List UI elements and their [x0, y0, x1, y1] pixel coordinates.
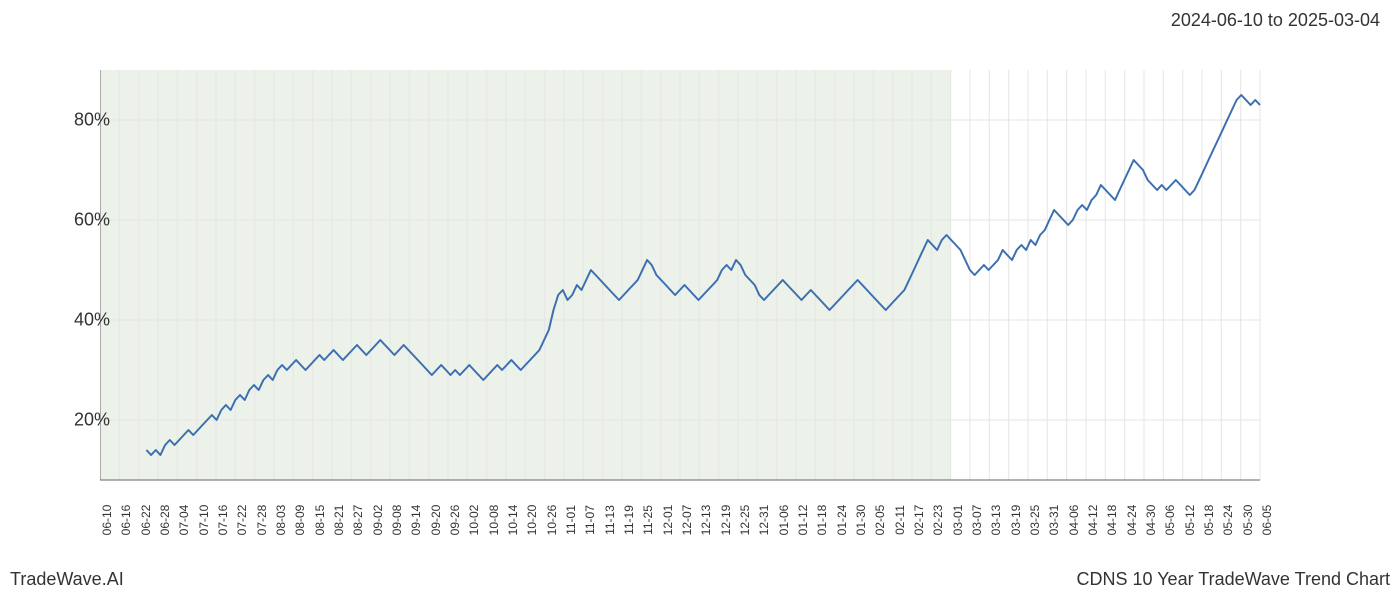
x-tick-label: 03-07: [970, 505, 984, 536]
x-tick-label: 07-22: [235, 505, 249, 536]
footer-chart-title: CDNS 10 Year TradeWave Trend Chart: [1077, 569, 1391, 590]
x-tick-label: 02-11: [893, 505, 907, 535]
x-tick-label: 05-12: [1183, 505, 1197, 536]
x-tick-label: 08-09: [293, 505, 307, 536]
x-tick-label: 07-04: [177, 505, 191, 536]
x-tick-label: 02-23: [931, 505, 945, 536]
x-tick-label: 06-22: [139, 505, 153, 536]
x-tick-label: 11-25: [641, 505, 655, 535]
y-tick-label: 60%: [30, 210, 110, 231]
x-tick-label: 08-15: [313, 505, 327, 536]
x-tick-label: 11-19: [622, 505, 636, 535]
y-tick-label: 80%: [30, 110, 110, 131]
x-tick-label: 09-02: [371, 505, 385, 536]
x-tick-label: 03-13: [989, 505, 1003, 536]
x-tick-label: 12-01: [661, 505, 675, 536]
x-tick-label: 10-02: [467, 505, 481, 536]
x-tick-label: 04-12: [1086, 505, 1100, 536]
x-tick-label: 09-08: [390, 505, 404, 536]
x-tick-label: 03-25: [1028, 505, 1042, 536]
x-tick-label: 07-10: [197, 505, 211, 536]
y-tick-label: 20%: [30, 410, 110, 431]
x-tick-label: 07-16: [216, 505, 230, 536]
x-tick-label: 03-31: [1047, 505, 1061, 536]
trend-chart: [100, 50, 1380, 500]
x-tick-label: 04-18: [1105, 505, 1119, 536]
x-tick-label: 01-18: [815, 505, 829, 536]
x-tick-label: 02-17: [912, 505, 926, 536]
x-tick-label: 08-21: [332, 505, 346, 536]
x-tick-label: 12-13: [699, 505, 713, 536]
x-tick-label: 10-20: [525, 505, 539, 536]
x-tick-label: 05-30: [1241, 505, 1255, 536]
x-tick-label: 10-08: [487, 505, 501, 536]
y-tick-label: 40%: [30, 310, 110, 331]
x-tick-label: 05-24: [1221, 505, 1235, 536]
x-tick-label: 10-14: [506, 505, 520, 536]
x-tick-label: 01-12: [796, 505, 810, 536]
x-tick-label: 01-06: [777, 505, 791, 536]
x-tick-label: 04-30: [1144, 505, 1158, 536]
x-tick-label: 05-06: [1163, 505, 1177, 536]
x-tick-label: 07-28: [255, 505, 269, 536]
chart-container: [100, 50, 1380, 500]
x-tick-label: 06-28: [158, 505, 172, 536]
x-tick-label: 04-24: [1125, 505, 1139, 536]
x-tick-label: 09-14: [409, 505, 423, 536]
x-tick-label: 03-19: [1009, 505, 1023, 536]
date-range-label: 2024-06-10 to 2025-03-04: [1171, 10, 1380, 31]
x-tick-label: 08-03: [274, 505, 288, 536]
x-tick-label: 04-06: [1067, 505, 1081, 536]
x-tick-label: 09-26: [448, 505, 462, 536]
x-tick-label: 06-10: [100, 505, 114, 536]
x-tick-label: 12-07: [680, 505, 694, 536]
x-tick-label: 12-25: [738, 505, 752, 536]
x-tick-label: 08-27: [351, 505, 365, 536]
x-tick-label: 01-30: [854, 505, 868, 536]
x-tick-label: 01-24: [835, 505, 849, 536]
x-tick-label: 11-01: [564, 505, 578, 535]
x-tick-label: 09-20: [429, 505, 443, 536]
x-tick-label: 11-13: [603, 505, 617, 535]
x-tick-label: 06-05: [1260, 505, 1274, 536]
x-tick-label: 02-05: [873, 505, 887, 536]
x-tick-label: 12-31: [757, 505, 771, 536]
footer-brand: TradeWave.AI: [10, 569, 124, 590]
x-tick-label: 10-26: [545, 505, 559, 536]
x-tick-label: 03-01: [951, 505, 965, 536]
x-tick-label: 05-18: [1202, 505, 1216, 536]
x-tick-label: 06-16: [119, 505, 133, 536]
x-tick-label: 12-19: [719, 505, 733, 536]
x-tick-label: 11-07: [583, 505, 597, 535]
